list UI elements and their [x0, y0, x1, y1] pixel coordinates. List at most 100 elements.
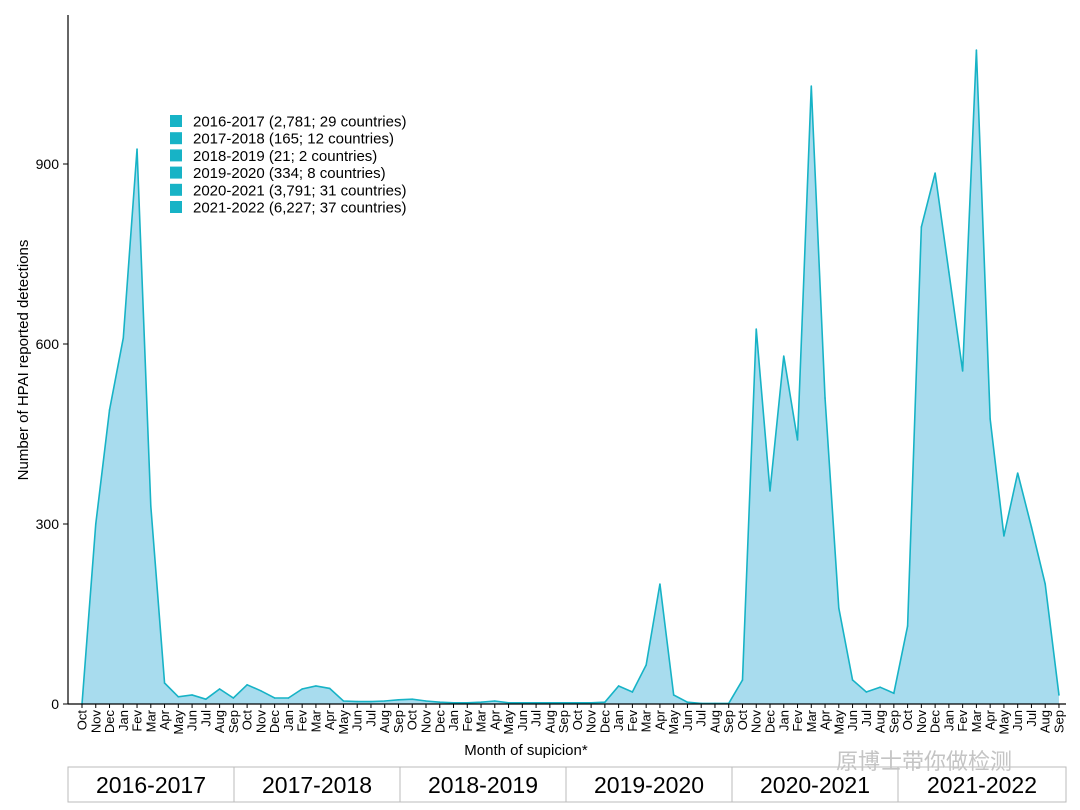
- data-point: [150, 505, 152, 507]
- x-tick-label: Sep: [391, 710, 406, 733]
- data-point: [810, 85, 813, 87]
- x-tick-label: Jan: [116, 710, 131, 731]
- x-tick-label: Aug: [542, 710, 557, 733]
- data-point: [824, 397, 826, 399]
- x-tick-label: Nov: [914, 710, 929, 734]
- x-tick-label: Nov: [253, 710, 268, 734]
- legend-entry: 2021-2022 (6,227; 37 countries): [193, 200, 406, 217]
- x-tick-label: Fev: [460, 710, 475, 732]
- data-point: [246, 684, 248, 686]
- x-tick-label: Dec: [763, 710, 778, 734]
- data-point: [865, 691, 868, 693]
- x-tick-label: Nov: [749, 710, 764, 734]
- x-tick-label: Oct: [900, 710, 915, 731]
- x-tick-label: Fev: [130, 710, 145, 732]
- x-tick-label: Jan: [611, 710, 626, 731]
- x-tick-label: May: [996, 710, 1011, 735]
- x-tick-label: Jul: [694, 710, 709, 727]
- x-tick-label: Oct: [240, 710, 255, 731]
- y-axis-title: Number of HPAI reported detections: [15, 240, 32, 481]
- x-tick-label: Jul: [198, 710, 213, 727]
- x-tick-label: Nov: [88, 710, 103, 734]
- season-label: 2018-2019: [428, 772, 538, 798]
- data-point: [205, 698, 207, 700]
- legend-swatch: [170, 132, 182, 145]
- legend-swatch: [170, 183, 182, 196]
- data-point: [287, 697, 290, 699]
- data-point: [838, 607, 840, 609]
- data-point: [741, 679, 744, 681]
- x-tick-label: May: [831, 710, 846, 735]
- data-point: [521, 702, 524, 704]
- x-tick-label: Mar: [308, 709, 323, 732]
- data-point: [590, 702, 592, 704]
- data-point: [893, 692, 895, 694]
- x-tick-label: May: [171, 710, 186, 735]
- data-point: [177, 696, 180, 698]
- x-axis-title: Month of supicion*: [464, 742, 588, 759]
- x-tick-label: Mar: [804, 709, 819, 732]
- data-point: [961, 370, 964, 372]
- x-tick-label: Sep: [226, 710, 241, 733]
- legend-entry: 2020-2021 (3,791; 31 countries): [193, 182, 406, 199]
- data-point: [617, 685, 620, 687]
- x-tick-label: Sep: [556, 710, 571, 733]
- x-tick-label: Fev: [955, 710, 970, 732]
- season-label: 2021-2022: [927, 772, 1037, 798]
- data-point: [494, 700, 496, 702]
- data-point: [260, 690, 262, 692]
- x-tick-label: Apr: [818, 709, 833, 730]
- data-point: [328, 687, 331, 690]
- x-tick-label: Jun: [1010, 710, 1025, 731]
- x-tick-label: May: [666, 710, 681, 735]
- data-point: [851, 679, 854, 681]
- data-point: [507, 702, 510, 704]
- data-point: [122, 337, 125, 339]
- y-tick-label: 300: [36, 516, 60, 532]
- legend: 2016-2017 (2,781; 29 countries)2017-2018…: [170, 114, 406, 217]
- x-tick-label: Jul: [363, 710, 378, 727]
- legend-entry: 2018-2019 (21; 2 countries): [193, 148, 377, 165]
- legend-swatch: [170, 201, 182, 213]
- season-label: 2016-2017: [96, 772, 206, 798]
- data-point: [411, 698, 414, 700]
- data-point: [659, 583, 661, 585]
- x-tick-label: Mar: [639, 709, 654, 732]
- data-point: [906, 625, 909, 627]
- data-point: [342, 700, 345, 702]
- data-point: [879, 686, 881, 688]
- x-tick-label: May: [336, 710, 351, 735]
- data-point: [108, 409, 111, 411]
- season-label: 2019-2020: [594, 772, 704, 798]
- data-point: [631, 691, 634, 693]
- data-point: [163, 682, 166, 684]
- x-tick-label: Dec: [928, 710, 943, 734]
- x-ticks: OctNovDecJanFevMarAprMayJunJulAugSepOctN…: [75, 704, 1066, 735]
- data-point: [975, 49, 978, 51]
- series-line: [81, 49, 1060, 705]
- data-point: [769, 490, 771, 492]
- x-tick-label: Jun: [185, 710, 200, 731]
- x-tick-label: May: [501, 710, 516, 735]
- x-tick-label: Dec: [102, 710, 117, 734]
- y-tick-label: 0: [51, 696, 59, 712]
- x-tick-label: Fev: [625, 710, 640, 732]
- data-point: [989, 418, 991, 420]
- y-tick-label: 900: [36, 156, 60, 172]
- x-tick-label: Fev: [790, 710, 805, 732]
- data-point: [425, 700, 427, 702]
- data-point: [576, 702, 579, 704]
- data-point: [1016, 472, 1019, 474]
- x-tick-label: Apr: [487, 709, 502, 730]
- x-tick-label: Mar: [969, 709, 984, 732]
- data-point: [549, 702, 551, 704]
- x-tick-label: Apr: [322, 709, 337, 730]
- legend-swatch: [170, 149, 182, 162]
- x-tick-label: Mar: [474, 709, 489, 732]
- y-tick-label: 600: [36, 336, 60, 352]
- area-fill: [82, 50, 1059, 704]
- data-point: [1044, 583, 1046, 585]
- x-tick-label: Sep: [1051, 710, 1066, 733]
- x-tick-label: Jul: [859, 710, 874, 727]
- data-point: [273, 697, 276, 699]
